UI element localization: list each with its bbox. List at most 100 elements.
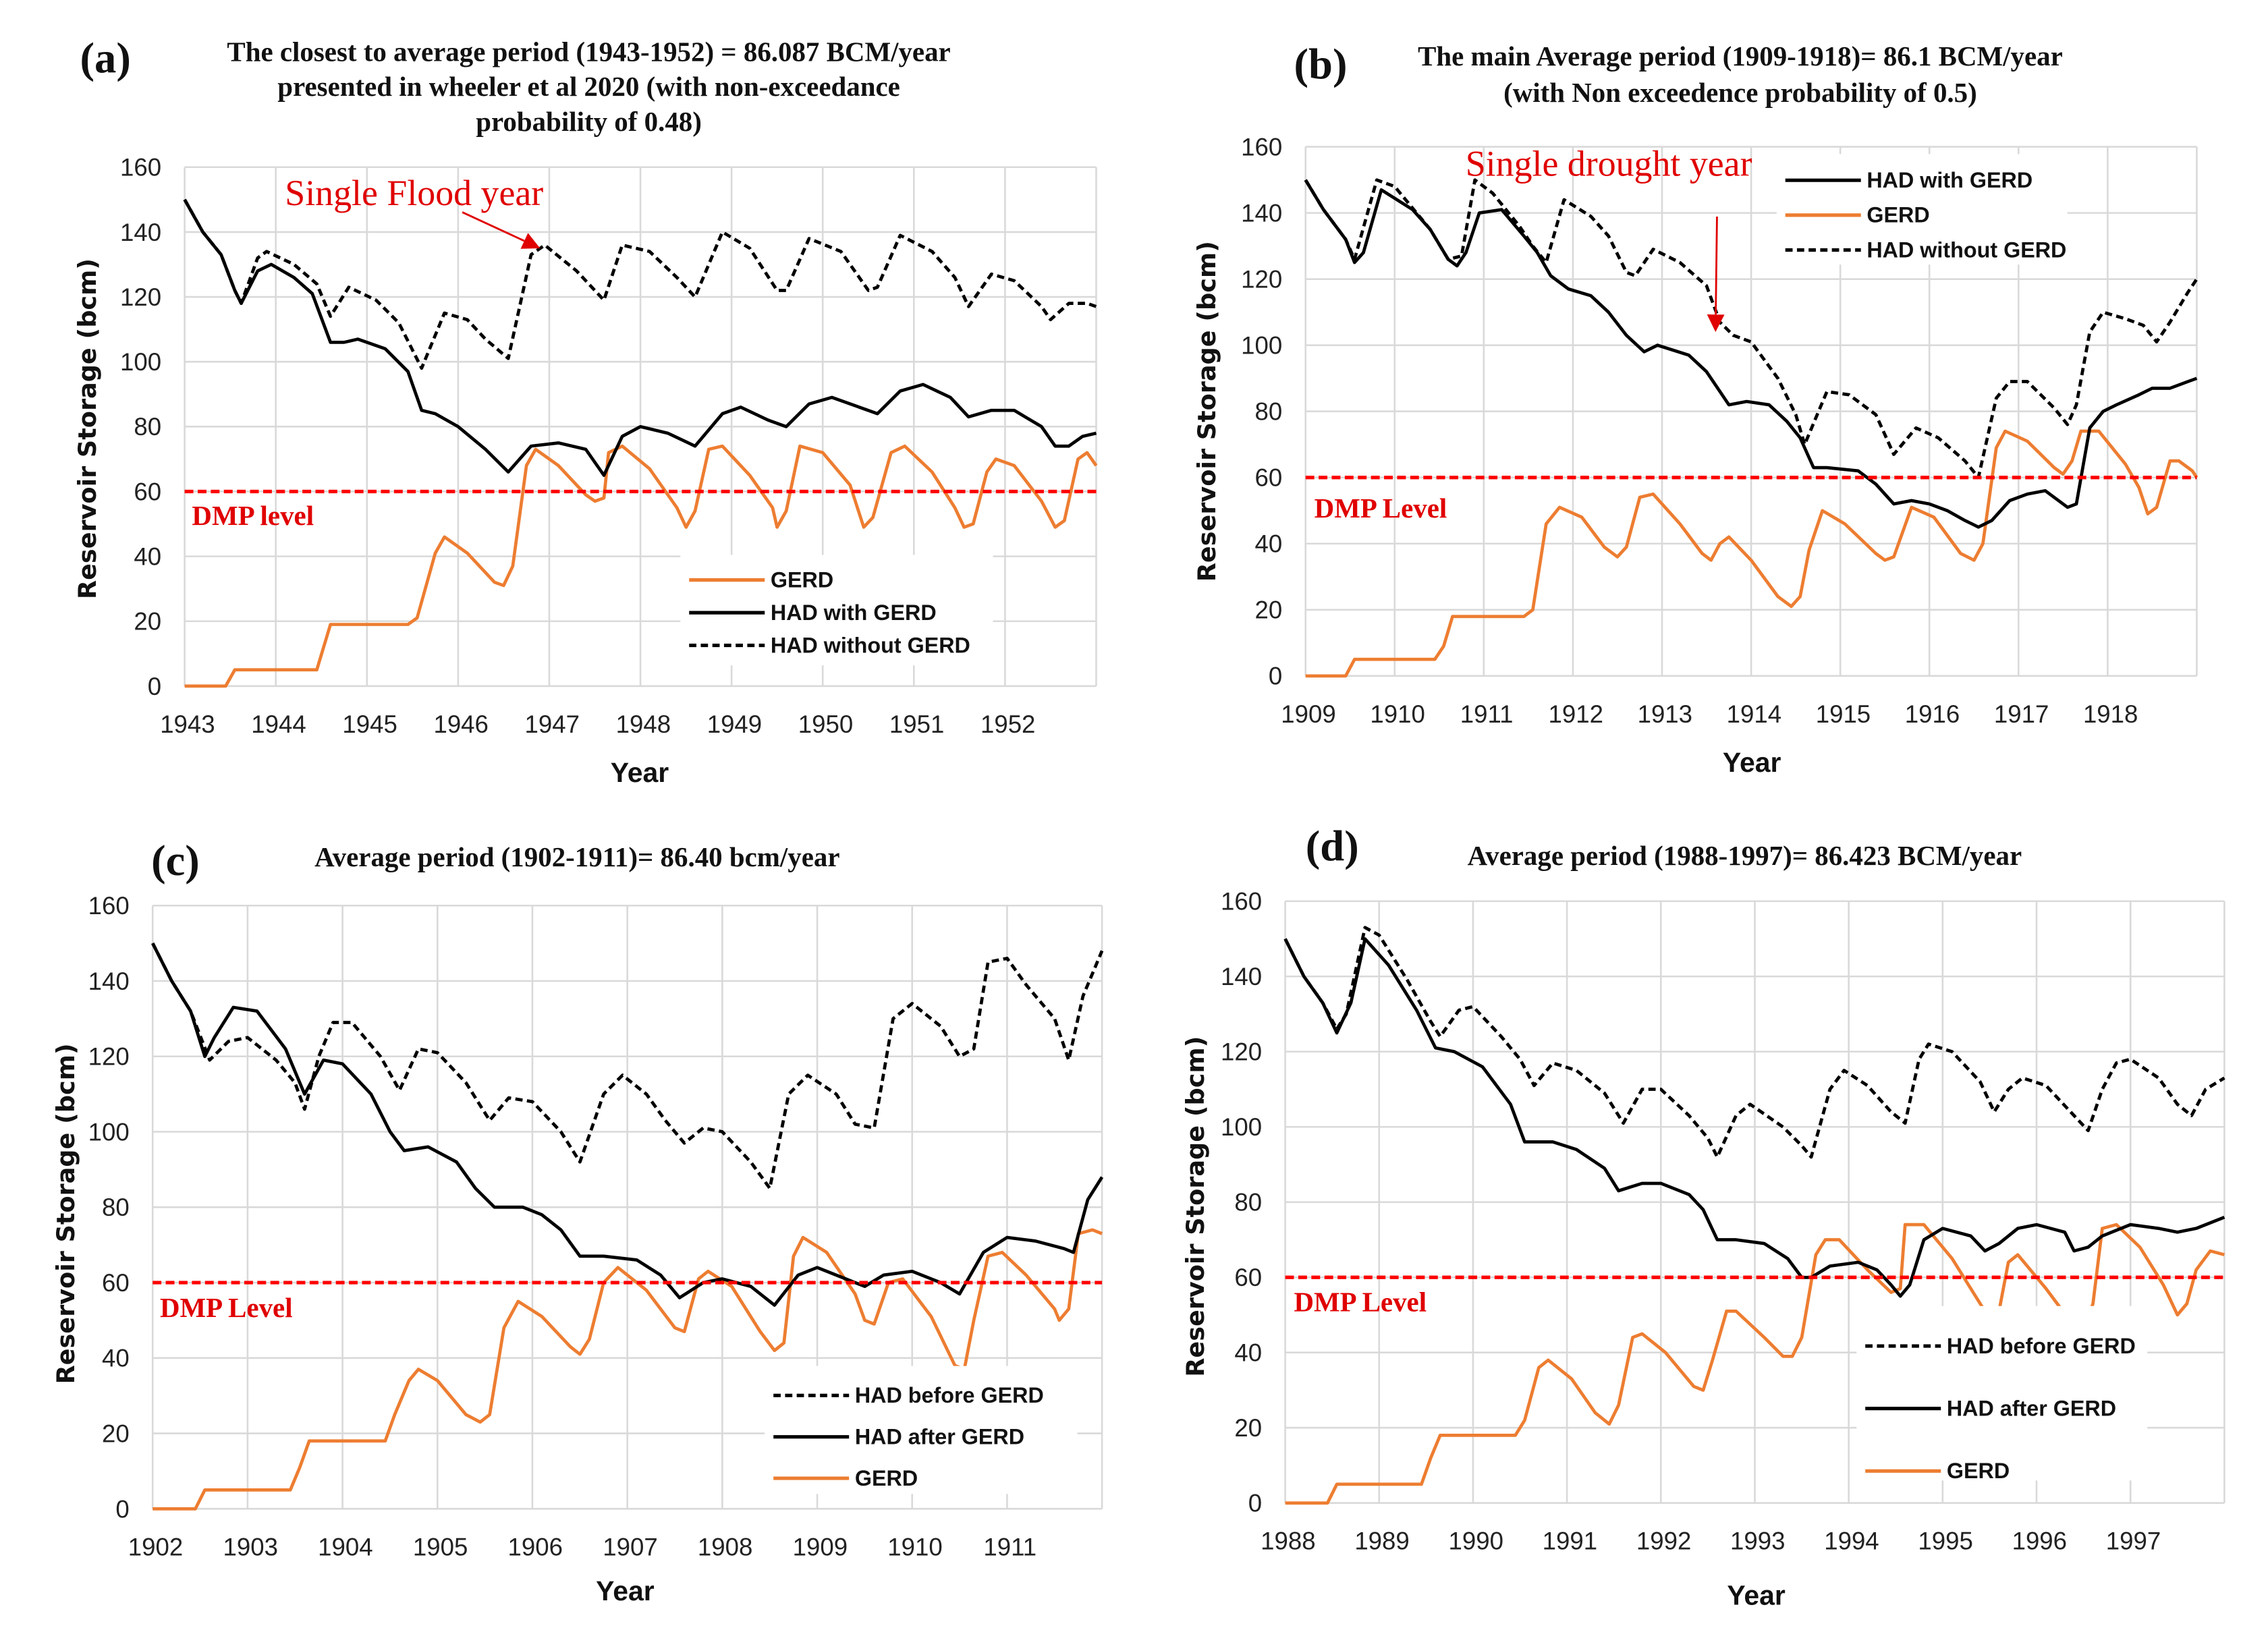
y-tick-label: 20 [1234,1414,1262,1442]
panel-c: 0 20 40 60 80 100 120 140 160 1902 1903 1904 1905 190… [51,836,1104,1606]
x-tick-label: 1943 [160,710,215,738]
y-tick-label: 140 [1241,200,1282,227]
legend-background [680,555,993,666]
panel-label: (b) [1294,39,1347,88]
x-axis-label: Year [1723,747,1781,778]
y-tick-label: 40 [102,1345,130,1372]
x-tick-label: 1951 [889,710,944,738]
x-tick-label: 1904 [318,1533,372,1561]
y-tick-label: 60 [102,1269,130,1297]
y-tick-label: 120 [120,283,161,311]
x-tick-label: 1996 [2012,1527,2067,1555]
x-tick-label: 1950 [798,710,853,738]
series-line-had-with-gerd [1304,179,2198,529]
series-line-had-without-gerd [1304,178,2198,480]
panel-label: (c) [151,836,200,885]
annotation-arrow [462,211,525,242]
legend-entry: HAD after GERD [1947,1396,2116,1420]
y-tick-label: 100 [1241,332,1282,360]
x-tick-label: 1916 [1905,700,1960,728]
panel-a: 0 20 40 60 80 100 120 140 160 1943 1944 1945 1946 194… [73,34,1098,788]
x-tick-label: 1947 [525,710,580,738]
arrowhead-icon [1707,314,1725,333]
legend-entry: GERD [1947,1459,2010,1483]
legend-entry: HAD before GERD [1947,1334,2136,1358]
panel-d: 0 20 40 60 80 100 120 140 160 1988 1989 1990 1991 199… [1181,821,2225,1611]
x-tick-label: 1945 [342,710,397,738]
x-tick-label: 1917 [1994,700,2049,728]
y-tick-label: 0 [1269,663,1282,690]
y-tick-label: 20 [102,1420,130,1447]
x-tick-label: 1903 [223,1533,277,1561]
chart-title: probability of 0.48) [476,107,702,137]
series-line-gerd [1285,1223,2225,1505]
x-tick-label: 1944 [251,710,306,738]
y-tick-label: 80 [1234,1189,1262,1216]
x-tick-label: 1911 [1460,700,1514,728]
y-tick-label: 0 [1248,1490,1262,1517]
series-line-gerd [153,1228,1103,1511]
y-tick-label: 140 [1221,963,1262,990]
series-line-had-after-gerd [151,942,1104,1307]
x-tick-label: 1990 [1449,1527,1503,1555]
x-tick-label: 1949 [707,710,762,738]
x-tick-label: 1908 [698,1533,752,1561]
x-axis-label: Year [611,757,669,788]
x-tick-label: 1948 [616,710,671,738]
legend-entry: GERD [1866,203,1929,227]
panel-b: 0 20 40 60 80 100 120 140 160 1909 1910 1911 1912 191… [1192,39,2198,778]
legend: GERD HAD with GERD HAD without GERD [680,555,993,666]
x-tick-label: 1952 [980,710,1035,738]
x-tick-label: 1994 [1824,1527,1879,1555]
x-tick-label: 1909 [793,1533,848,1561]
x-tick-label: 1914 [1727,700,1781,728]
y-tick-label: 100 [88,1118,130,1146]
x-tick-label: 1910 [887,1533,942,1561]
legend-entry: GERD [855,1466,918,1490]
x-tick-label: 1913 [1638,700,1692,728]
chart-title: The main Average period (1909-1918)= 86.… [1418,41,2063,72]
y-tick-label: 60 [1255,464,1283,492]
y-tick-label: 80 [102,1194,130,1221]
dmp-level-label: DMP Level [1294,1287,1427,1317]
y-tick-label: 20 [1255,596,1283,624]
x-tick-label: 1906 [508,1533,563,1561]
series-line-had-before-gerd [1283,926,2225,1159]
x-axis-label: Year [1727,1580,1786,1611]
y-tick-label: 160 [88,892,130,920]
legend-entry: HAD without GERD [1866,237,2066,262]
y-tick-label: 40 [134,543,161,571]
legend-entry: HAD before GERD [855,1383,1044,1407]
chart-title: Average period (1988-1997)= 86.423 BCM/y… [1468,841,2022,871]
x-axis-label: Year [596,1575,655,1606]
panel-label: (a) [80,34,130,82]
legend: HAD before GERD HAD after GERD GERD [1856,1306,2148,1483]
x-tick-label: 1946 [433,710,488,738]
legend-entry: GERD [771,567,833,592]
y-tick-label: 80 [1255,398,1283,426]
legend-background [765,1366,1078,1494]
y-axis-label: Reservoir Storage (bcm) [51,1043,80,1384]
x-tick-label: 1997 [2106,1527,2161,1555]
panel-label: (d) [1306,821,1359,870]
y-tick-label: 0 [115,1495,129,1523]
chart-title: presented in wheeler et al 2020 (with no… [277,72,900,102]
legend-entry: HAD with GERD [1866,168,2032,192]
x-tick-label: 1992 [1636,1527,1691,1555]
arrowhead-icon [520,233,541,249]
y-tick-label: 40 [1255,530,1283,558]
chart-title: The closest to average period (1943-1952… [227,36,950,67]
series-line-gerd [184,444,1098,688]
x-tick-label: 1907 [603,1533,657,1561]
series-line-had-without-gerd [183,198,1097,370]
x-tick-label: 1902 [128,1533,183,1561]
chart-title: (with Non exceedence probability of 0.5) [1503,78,1977,108]
y-tick-label: 40 [1234,1339,1262,1367]
annotation-text: Single drought year [1466,144,1752,184]
y-tick-label: 120 [1241,266,1282,293]
y-tick-label: 0 [148,673,161,700]
y-tick-label: 120 [1221,1038,1262,1066]
x-tick-label: 1989 [1354,1527,1409,1555]
legend-background [1776,154,2068,265]
